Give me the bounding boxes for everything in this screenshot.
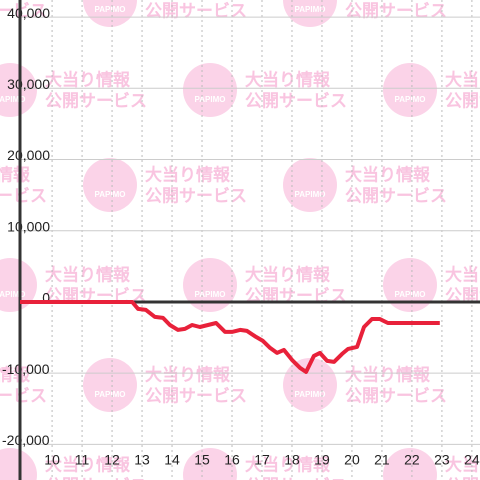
x-tick-label: 15 [194, 452, 210, 468]
watermark-line1: 大当り情報 [145, 364, 231, 384]
watermark-line2: 公開サービス [45, 476, 147, 480]
watermark-line2: 公開サービス [145, 386, 247, 405]
watermark-logo [0, 258, 37, 312]
x-tick-label: 18 [284, 452, 300, 468]
watermark-line1: 大当り情報 [0, 364, 31, 384]
watermark-line1: 大当り情報 [45, 264, 131, 284]
watermark-line2: 公開サービス [245, 476, 347, 480]
watermark-logo-text: PAPIMO [195, 290, 226, 299]
x-tick-label: 20 [344, 452, 360, 468]
x-tick-label: 17 [254, 452, 270, 468]
x-tick-label: 11 [75, 452, 90, 468]
watermark-logo [83, 158, 137, 212]
y-tick-label: -10,000 [2, 361, 50, 377]
y-tick-label: 0 [42, 290, 50, 306]
watermark-logo-text: PAPIMO [195, 95, 226, 104]
y-tick-label: 10,000 [7, 218, 50, 234]
plot [20, 300, 440, 374]
x-tick-label: 16 [224, 452, 240, 468]
watermark-logo-text: PAPIMO [0, 290, 25, 299]
y-tick-label: -20,000 [2, 432, 50, 448]
watermark-line2: 公開サービス [245, 91, 347, 110]
watermark-line1: 大当り情報 [345, 164, 431, 184]
x-tick-label: 19 [314, 452, 330, 468]
watermark-line1: 大当り情報 [445, 264, 480, 284]
watermark-line1: 大当り情報 [245, 454, 331, 474]
x-tick-label: 12 [104, 452, 120, 468]
watermark-logo [383, 258, 437, 312]
watermark-line2: 公開サービス [445, 91, 480, 110]
x-tick-label: 24 [464, 452, 480, 468]
x-tick-label: 14 [164, 452, 180, 468]
watermark-logo-text: PAPIMO [95, 190, 126, 199]
watermark-logo [283, 358, 337, 412]
watermark-logo-text: PAPIMO [295, 390, 326, 399]
data-line [20, 300, 440, 374]
watermark-logo-text: PAPIMO [295, 5, 326, 14]
y-tick-label: 20,000 [7, 147, 50, 163]
watermark-line1: 大当り情報 [445, 454, 480, 474]
x-tick-label: 10 [44, 452, 60, 468]
watermark-logo [0, 448, 37, 480]
watermark-line1: 大当り情報 [345, 364, 431, 384]
x-tick-label: 21 [374, 452, 390, 468]
watermark-line1: 大当り情報 [0, 164, 31, 184]
watermark-line1: 大当り情報 [245, 264, 331, 284]
watermark-logo-text: PAPIMO [0, 95, 25, 104]
watermark-logo [0, 63, 37, 117]
watermark-logo [183, 448, 237, 480]
watermark-logo [283, 158, 337, 212]
x-tick-label: 13 [134, 452, 150, 468]
watermark-logo [183, 258, 237, 312]
watermark-logo [183, 63, 237, 117]
y-tick-label: 30,000 [7, 76, 50, 92]
watermark-logo-text: PAPIMO [295, 190, 326, 199]
watermark-logo [383, 63, 437, 117]
watermark-line1: 大当り情報 [45, 69, 131, 89]
watermark-logo-text: PAPIMO [95, 5, 126, 14]
watermark-line2: 公開サービス [345, 386, 447, 405]
watermark-line1: 大当り情報 [445, 69, 480, 89]
watermark-line2: 公開サービス [145, 1, 247, 20]
x-tick-label: 23 [434, 452, 450, 468]
watermark-line2: 公開サービス [445, 476, 480, 480]
watermark-logo-text: PAPIMO [395, 290, 426, 299]
watermark-line2: 公開サービス [0, 1, 47, 20]
watermark-line1: 大当り情報 [45, 454, 131, 474]
watermark-logo-text: PAPIMO [95, 390, 126, 399]
watermark-logo [383, 448, 437, 480]
watermark-line1: 大当り情報 [145, 164, 231, 184]
watermark-line2: 公開サービス [0, 186, 47, 205]
watermark-line1: 大当り情報 [245, 69, 331, 89]
watermark-line2: 公開サービス [345, 1, 447, 20]
watermark-logo [283, 0, 337, 27]
watermark-line2: 公開サービス [145, 186, 247, 205]
watermark-line2: 公開サービス [0, 386, 47, 405]
watermark-line2: 公開サービス [345, 186, 447, 205]
watermark-line2: 公開サービス [45, 91, 147, 110]
y-tick-label: 40,000 [7, 5, 50, 21]
watermark-logo [83, 358, 137, 412]
watermark-logo-text: PAPIMO [395, 95, 426, 104]
x-tick-label: 22 [404, 452, 420, 468]
watermark-logo [83, 0, 137, 27]
